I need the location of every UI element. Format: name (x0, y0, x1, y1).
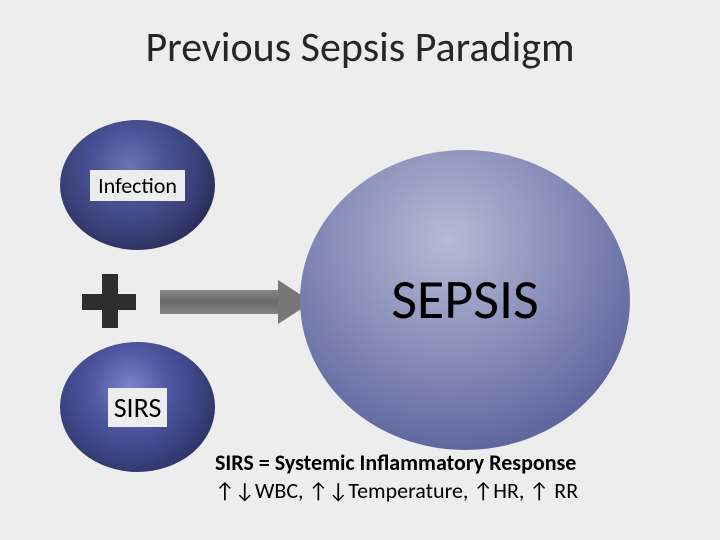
plus-icon (82, 274, 136, 328)
sepsis-circle: SEPSIS (300, 150, 630, 450)
sirs-label: SIRS (108, 388, 168, 427)
footnote-line2: ↑↓WBC, ↑↓Temperature, ↑HR, ↑ RR (215, 477, 578, 505)
footnote-line1: SIRS = Systemic Inflammatory Response (215, 449, 578, 477)
infection-label: Infection (90, 170, 185, 201)
slide-title: Previous Sepsis Paradigm (0, 22, 720, 73)
footnote-text: SIRS = Systemic Inflammatory Response ↑↓… (215, 449, 578, 504)
sepsis-label: SEPSIS (391, 266, 539, 334)
arrow-icon (160, 290, 315, 314)
infection-circle: Infection (60, 120, 215, 250)
sirs-circle: SIRS (60, 342, 215, 472)
